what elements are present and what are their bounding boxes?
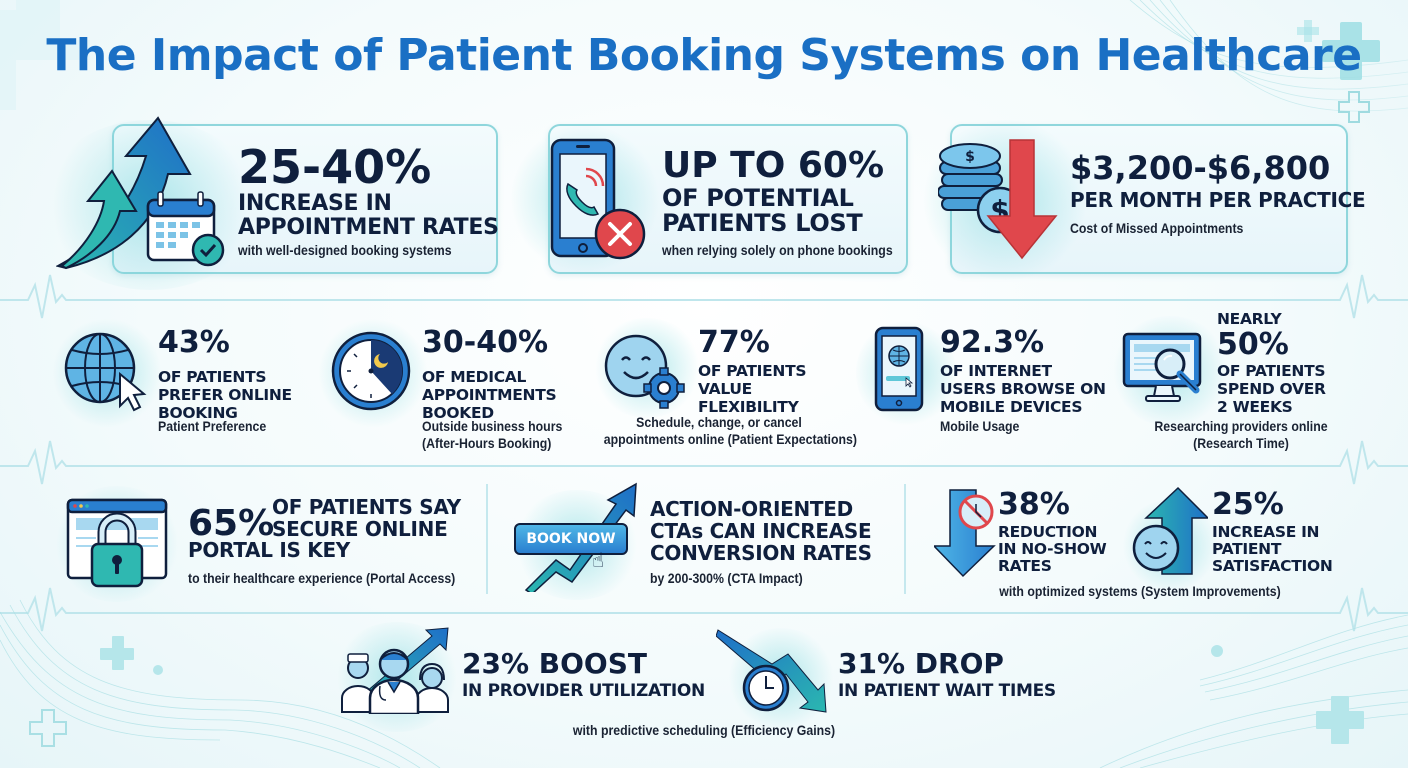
stat-caption: Cost of Missed Appointments — [1070, 220, 1244, 236]
smiley-gear-icon — [604, 334, 685, 409]
stat-value: 31% DROP — [838, 647, 1004, 680]
coins-down-arrow-icon: $ $ — [938, 139, 1058, 260]
page-title: The Impact of Patient Booking Systems on… — [46, 30, 1362, 81]
stat-caption: Researching providers online (Research T… — [1154, 418, 1328, 451]
stat-headline: PER MONTH PER PRACTICE — [1070, 188, 1366, 212]
stat-headline: IN PROVIDER UTILIZATION — [462, 681, 705, 701]
stat-headline: OF MEDICAL APPOINTMENTS BOOKED — [422, 368, 557, 422]
stat-headline: INCREASE IN APPOINTMENT RATES — [238, 191, 499, 240]
svg-text:$: $ — [965, 149, 975, 165]
stat-headline: OF INTERNET USERS BROWSE ON MOBILE DEVIC… — [940, 362, 1106, 416]
stat-headline: INCREASE IN PATIENT SATISFACTION — [1212, 523, 1333, 575]
stat-value: 77% — [698, 325, 770, 360]
stat-headline: OF POTENTIAL PATIENTS LOST — [662, 184, 863, 237]
stat-caption: with well-designed booking systems — [238, 242, 452, 258]
clock-falling-arrow-icon — [716, 629, 827, 713]
stat-caption: Outside business hours (After-Hours Book… — [422, 418, 563, 451]
book-now-arrow-icon — [524, 482, 637, 592]
divider — [904, 484, 906, 594]
mobile-browser-icon — [874, 326, 924, 412]
up-arrow-smiley-icon — [1132, 486, 1208, 575]
providers-rising-arrow-icon — [341, 627, 449, 714]
stat-headline: OF PATIENTS PREFER ONLINE BOOKING — [158, 368, 292, 422]
clock-night-icon — [331, 331, 411, 411]
stat-prefix: NEARLY — [1217, 310, 1282, 328]
stat-headline: OF PATIENTS VALUE FLEXIBILITY — [698, 362, 807, 416]
stat-caption: when relying solely on phone bookings — [662, 242, 893, 258]
monitor-search-icon — [1122, 332, 1202, 402]
stat-caption: Mobile Usage — [940, 418, 1020, 434]
stat-caption: Schedule, change, or cancel appointments… — [603, 414, 857, 447]
stat-value: UP TO 60% — [662, 145, 885, 186]
book-now-button[interactable]: BOOK NOW — [514, 523, 628, 555]
stat-headline: OF PATIENTS SPEND OVER 2 WEEKS — [1217, 362, 1326, 416]
browser-padlock-icon — [66, 498, 168, 588]
pointer-hand-icon: ☝ — [592, 550, 605, 572]
stat-value: 25-40% — [238, 140, 432, 194]
shared-caption: with predictive scheduling (Efficiency G… — [572, 722, 836, 738]
globe-cursor-icon — [64, 332, 147, 412]
stat-headline: IN PATIENT WAIT TIMES — [838, 681, 1056, 701]
stat-value: $3,200-$6,800 — [1070, 149, 1331, 187]
stat-value: 30-40% — [422, 325, 549, 360]
shared-caption: with optimized systems (System Improveme… — [999, 583, 1281, 599]
stat-value: 65% — [188, 503, 275, 544]
down-arrow-no-clock-icon — [934, 489, 996, 578]
stat-value: 50% — [1217, 327, 1289, 362]
stat-value: 43% — [158, 325, 230, 360]
stat-caption: to their healthcare experience (Portal A… — [188, 570, 456, 586]
stat-value: 38% — [998, 487, 1070, 522]
phone-call-rejected-icon — [550, 138, 646, 260]
stat-headline: REDUCTION IN NO-SHOW RATES — [998, 523, 1107, 575]
stat-value: 23% BOOST — [462, 647, 647, 680]
stat-caption: by 200-300% (CTA Impact) — [650, 570, 803, 586]
stat-caption: Patient Preference — [158, 418, 267, 434]
stat-headline: ACTION-ORIENTED CTAs CAN INCREASE CONVER… — [650, 497, 872, 565]
stat-value: 92.3% — [940, 325, 1045, 360]
stat-headline: OF PATIENTS SAY SECURE ONLINE — [272, 495, 461, 541]
stat-value: 25% — [1212, 487, 1284, 522]
stat-headline: PORTAL IS KEY — [188, 538, 350, 562]
divider — [486, 484, 488, 594]
rising-arrows-calendar-check-icon — [56, 116, 225, 270]
